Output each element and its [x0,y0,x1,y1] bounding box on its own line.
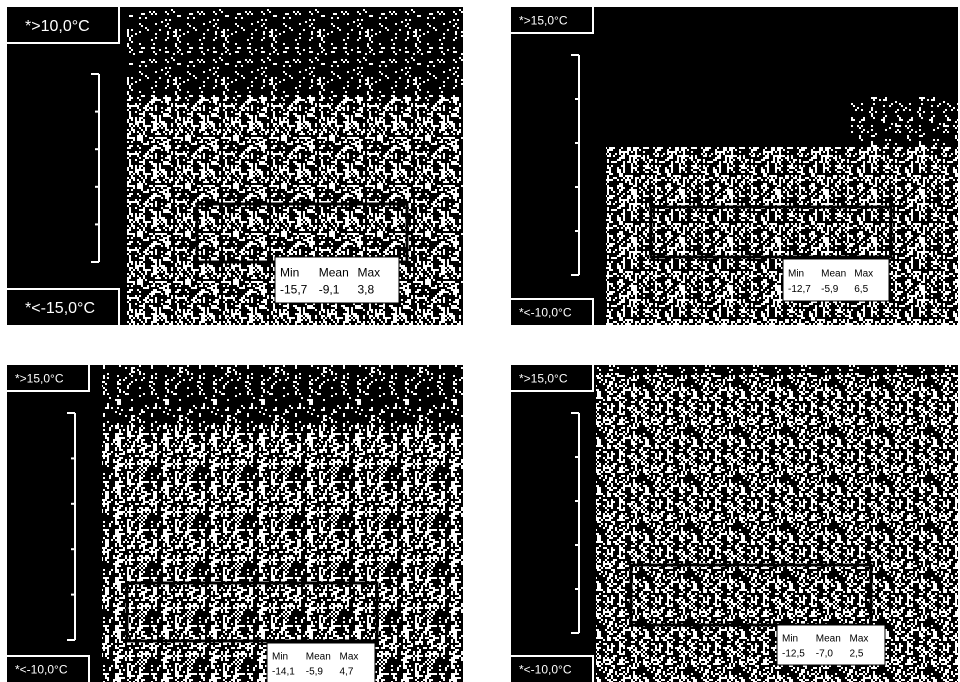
stats-header: Mean [816,634,841,645]
thermal-image: *>15,0°C *<-10,0°C Min Mean Max -12,7 -5,9 6,5 [511,7,958,325]
stats-header: Max [850,634,869,645]
stats-value: -7,0 [816,648,834,659]
stats-value: -14,1 [272,666,295,677]
stats-value: 6,5 [854,284,868,295]
max-label: *>15,0°C [15,371,64,385]
max-label: *>15,0°C [519,13,568,27]
noise-sparse [127,7,463,97]
max-label: *>10,0°C [25,18,90,35]
stats-header: Mean [821,268,846,279]
max-label: *>15,0°C [519,371,568,385]
noise-sparse [596,365,958,375]
stats-header: Max [854,268,873,279]
noise-sparse [102,365,463,425]
min-label: *<-10,0°C [15,662,68,676]
stats-value: -5,9 [306,666,324,677]
stats-header: Min [788,268,804,279]
noise-dense [606,147,958,325]
stats-header: Min [280,265,299,279]
stats-value: -12,5 [782,648,805,659]
min-label: *<-10,0°C [519,662,572,676]
stats-header: Max [340,652,359,663]
stats-header: Mean [319,265,349,279]
thermal-image: *>10,0°C *<-15,0°C Min Mean Max -15,7 -9,1 3,8 [7,7,463,325]
stats-header: Max [358,265,381,279]
page: *>10,0°C*<-15,0°CMinMeanMax-15,7-9,13,8*… [0,0,960,682]
stats-value: -15,7 [280,282,308,296]
stats-value: 4,7 [340,666,354,677]
min-label: *<-15,0°C [25,300,95,317]
stats-value: -5,9 [821,284,839,295]
thermal-image: *>15,0°C *<-10,0°C Min Mean Max -12,5 -7,0 2,5 [511,365,958,682]
stats-header: Min [782,634,798,645]
min-label: *<-10,0°C [519,305,572,319]
stats-value: 3,8 [358,282,375,296]
thermal-image: *>15,0°C *<-10,0°C Min Mean Max -14,1 -5,9 4,7 [7,365,463,682]
stats-header: Mean [306,652,331,663]
noise-sparse [851,97,958,147]
stats-header: Min [272,652,288,663]
stats-value: -12,7 [788,284,811,295]
stats-value: 2,5 [850,648,864,659]
stats-value: -9,1 [319,282,340,296]
